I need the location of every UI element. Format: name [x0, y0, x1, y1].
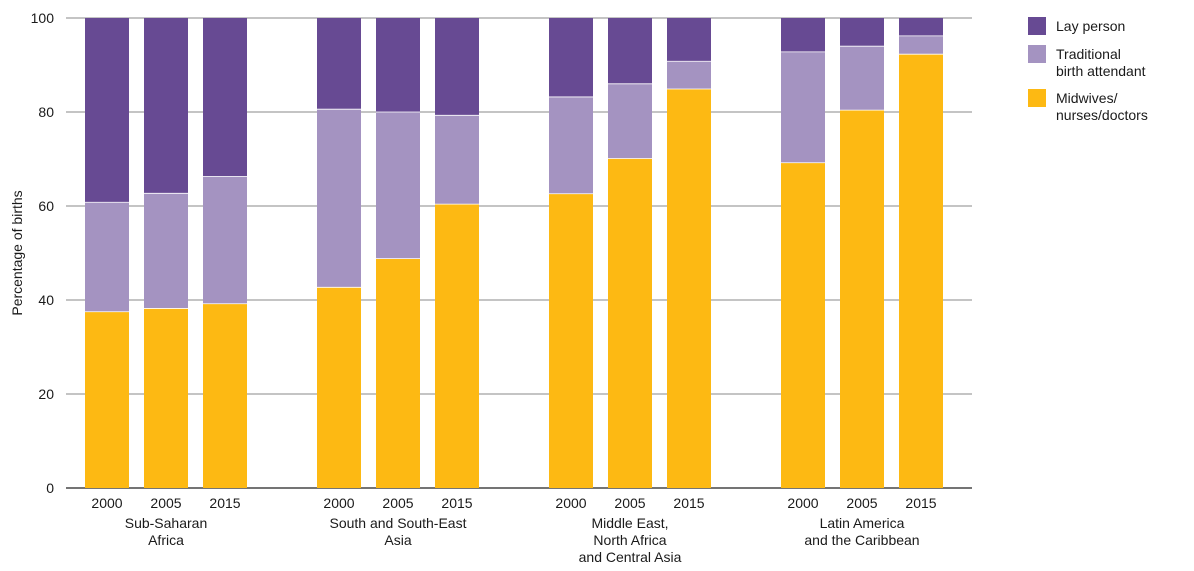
- bar-segment: [781, 162, 825, 488]
- bar-segment: [203, 18, 247, 177]
- bar-segment: [203, 176, 247, 304]
- bar-segment: [376, 112, 420, 259]
- group-label: Sub-Saharan: [125, 515, 208, 531]
- x-tick-label: 2015: [441, 495, 472, 511]
- group-label: Latin America: [820, 515, 905, 531]
- x-tick-label: 2000: [555, 495, 586, 511]
- bar-segment: [840, 46, 884, 111]
- x-tick-label: 2005: [382, 495, 413, 511]
- bar-segment: [317, 109, 361, 288]
- bar-segment: [435, 18, 479, 116]
- bar-segment: [608, 158, 652, 488]
- x-tick-label: 2015: [905, 495, 936, 511]
- x-tick-label: 2015: [673, 495, 704, 511]
- legend-label: Traditional: [1056, 46, 1121, 62]
- bar-segment: [667, 61, 711, 89]
- group-label: and Central Asia: [579, 549, 682, 565]
- legend-swatch: [1028, 89, 1046, 107]
- x-tick-label: 2005: [150, 495, 181, 511]
- bar-segment: [435, 204, 479, 488]
- x-tick-label: 2000: [91, 495, 122, 511]
- group-label: Africa: [148, 532, 184, 548]
- bar-segment: [144, 308, 188, 488]
- bar-segment: [549, 193, 593, 488]
- bar-segment: [376, 18, 420, 112]
- bar-segment: [317, 287, 361, 488]
- group-label: North Africa: [593, 532, 666, 548]
- x-tick-label: 2015: [209, 495, 240, 511]
- gridlines: [66, 17, 972, 489]
- y-tick-label: 20: [38, 386, 54, 402]
- y-axis-title: Percentage of births: [9, 190, 25, 315]
- bar-segment: [203, 303, 247, 488]
- bar-segment: [549, 18, 593, 97]
- x-tick-label: 2000: [787, 495, 818, 511]
- legend-label: birth attendant: [1056, 63, 1146, 79]
- legend-swatch: [1028, 45, 1046, 63]
- bar-segment: [899, 35, 943, 55]
- bar-segment: [144, 193, 188, 309]
- group-label: and the Caribbean: [804, 532, 919, 548]
- group-label: South and South-East: [330, 515, 467, 531]
- legend-label: nurses/doctors: [1056, 107, 1148, 123]
- group-label: Asia: [384, 532, 411, 548]
- bar-segment: [840, 110, 884, 489]
- group-label: Middle East,: [591, 515, 668, 531]
- y-tick-label: 100: [31, 10, 55, 26]
- y-tick-label: 60: [38, 198, 54, 214]
- bars: [85, 18, 943, 489]
- x-tick-label: 2005: [846, 495, 877, 511]
- y-tick-label: 80: [38, 104, 54, 120]
- bar-segment: [376, 258, 420, 488]
- y-tick-label: 0: [46, 480, 54, 496]
- legend-swatch: [1028, 17, 1046, 35]
- bar-segment: [840, 18, 884, 47]
- bar-segment: [608, 83, 652, 159]
- y-tick-label: 40: [38, 292, 54, 308]
- x-tick-label: 2005: [614, 495, 645, 511]
- bar-segment: [317, 18, 361, 110]
- bar-segment: [85, 18, 129, 203]
- bar-segment: [667, 18, 711, 62]
- bar-segment: [549, 96, 593, 194]
- bar-segment: [608, 18, 652, 84]
- bar-segment: [85, 311, 129, 488]
- bar-segment: [667, 88, 711, 488]
- legend-label: Midwives/: [1056, 90, 1118, 106]
- x-tick-label: 2000: [323, 495, 354, 511]
- legend-label: Lay person: [1056, 18, 1125, 34]
- bar-segment: [899, 18, 943, 36]
- bar-segment: [781, 18, 825, 52]
- bar-segment: [899, 54, 943, 488]
- bar-segment: [85, 202, 129, 312]
- bar-segment: [435, 115, 479, 205]
- bar-segment: [144, 18, 188, 194]
- bar-segment: [781, 51, 825, 163]
